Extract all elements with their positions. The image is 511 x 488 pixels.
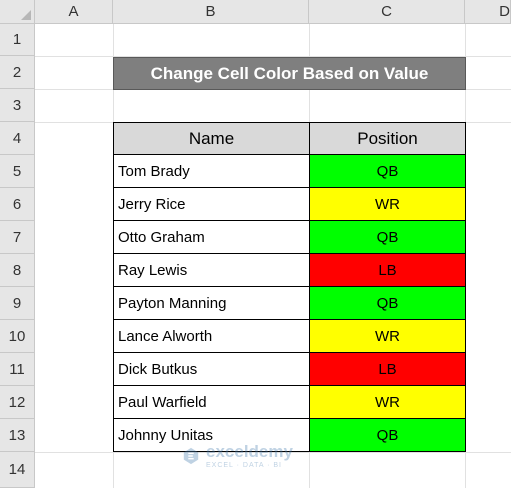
row-header-4[interactable]: 4 [0,122,35,155]
row-header-8[interactable]: 8 [0,254,35,287]
exceldemy-logo-icon [183,447,199,465]
gridline [35,452,511,453]
name-cell[interactable]: Jerry Rice [113,188,310,221]
row-header-1[interactable]: 1 [0,24,35,56]
name-cell[interactable]: Payton Manning [113,287,310,320]
column-header-c[interactable]: C [309,0,465,24]
position-cell[interactable]: QB [310,287,466,320]
table-row: Tom Brady QB [113,155,466,188]
column-header-b[interactable]: B [113,0,309,24]
name-cell[interactable]: Ray Lewis [113,254,310,287]
position-cell[interactable]: LB [310,353,466,386]
position-cell[interactable]: QB [310,155,466,188]
table-row: Johnny Unitas QB [113,419,466,452]
watermark: exceldemy EXCEL · DATA · BI [182,440,332,472]
watermark-tagline: EXCEL · DATA · BI [206,462,282,469]
position-cell[interactable]: WR [310,320,466,353]
table-row: Paul Warfield WR [113,386,466,419]
table-row: Ray Lewis LB [113,254,466,287]
row-header-3[interactable]: 3 [0,89,35,122]
row-header-13[interactable]: 13 [0,419,35,452]
name-cell[interactable]: Lance Alworth [113,320,310,353]
name-cell[interactable]: Johnny Unitas [113,419,310,452]
table-row: Lance Alworth WR [113,320,466,353]
column-header-a[interactable]: A [35,0,113,24]
position-cell[interactable]: LB [310,254,466,287]
row-header-14[interactable]: 14 [0,452,35,488]
table-header-row: Name Position [113,122,466,155]
table-row: Payton Manning QB [113,287,466,320]
row-header-2[interactable]: 2 [0,56,35,89]
name-cell[interactable]: Otto Graham [113,221,310,254]
table-row: Jerry Rice WR [113,188,466,221]
row-header-6[interactable]: 6 [0,188,35,221]
row-header-5[interactable]: 5 [0,155,35,188]
name-header-cell[interactable]: Name [113,122,310,155]
watermark-name: exceldemy [206,442,293,461]
table-row: Otto Graham QB [113,221,466,254]
select-all-button[interactable] [0,0,35,24]
row-header-9[interactable]: 9 [0,287,35,320]
name-cell[interactable]: Paul Warfield [113,386,310,419]
gridline [35,56,511,57]
sheet-title-cell[interactable]: Change Cell Color Based on Value [113,57,466,90]
row-header-12[interactable]: 12 [0,386,35,419]
row-header-11[interactable]: 11 [0,353,35,386]
row-header-7[interactable]: 7 [0,221,35,254]
position-cell[interactable]: WR [310,386,466,419]
position-cell[interactable]: QB [310,221,466,254]
table-row: Dick Butkus LB [113,353,466,386]
position-cell[interactable]: WR [310,188,466,221]
column-header-d[interactable]: D [465,0,511,24]
name-cell[interactable]: Dick Butkus [113,353,310,386]
position-cell[interactable]: QB [310,419,466,452]
select-all-triangle-icon [21,10,31,20]
position-header-cell[interactable]: Position [310,122,466,155]
name-cell[interactable]: Tom Brady [113,155,310,188]
row-header-10[interactable]: 10 [0,320,35,353]
